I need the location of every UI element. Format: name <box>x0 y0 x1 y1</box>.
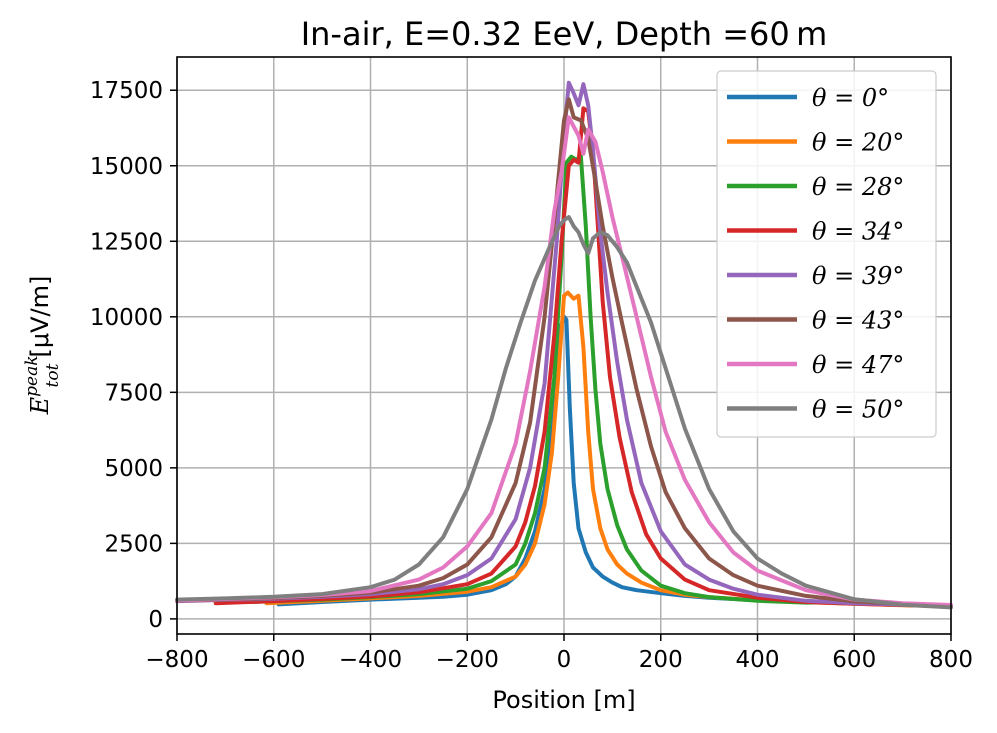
y-tick-label: 10000 <box>90 305 163 331</box>
x-tick-label: −200 <box>436 647 499 673</box>
y-tick-label: 17500 <box>90 78 163 104</box>
y-tick-label: 2500 <box>104 531 163 557</box>
legend-label-0: θ = 0° <box>812 84 889 112</box>
series-line-3 <box>213 106 953 609</box>
legend-label-5: θ = 43° <box>812 307 904 335</box>
y-tick-label: 5000 <box>104 456 163 482</box>
x-tick-label: 600 <box>832 647 876 673</box>
legend-label-7: θ = 50° <box>812 396 904 424</box>
series-lines <box>175 80 953 610</box>
y-tick-label: 12500 <box>90 229 163 255</box>
legend-label-1: θ = 20° <box>812 129 904 157</box>
series-line-4 <box>175 80 953 608</box>
svg-text:Epeaktot[μV/m]: Epeaktot[μV/m] <box>22 276 63 416</box>
x-tick-label: 800 <box>929 647 973 673</box>
legend-label-3: θ = 34° <box>812 218 904 246</box>
legend-label-4: θ = 39° <box>812 262 904 290</box>
series-line-2 <box>247 154 953 608</box>
y-axis: 0 2500 5000 7500 10000 12500 15000 17500 <box>90 78 177 633</box>
x-tick-label: 200 <box>639 647 683 673</box>
y-tick-label: 15000 <box>90 154 163 180</box>
x-tick-label: 0 <box>557 647 572 673</box>
x-tick-label: −600 <box>242 647 305 673</box>
series-line-5 <box>175 97 953 608</box>
chart-title: In-air, E=0.32 EeV, Depth =60 m <box>301 15 828 53</box>
y-tick-label: 0 <box>148 607 163 633</box>
x-axis: −800 −600 −400 −200 0 200 400 600 800 <box>145 634 973 673</box>
series-line-6 <box>175 115 953 607</box>
y-axis-label: Epeaktot[μV/m] <box>22 276 63 416</box>
legend-frame <box>716 70 937 438</box>
x-tick-label: 400 <box>736 647 780 673</box>
x-axis-label: Position [m] <box>492 686 635 714</box>
legend: θ = 0° θ = 20° θ = 28° θ = 34° θ = 39° θ = 43… <box>716 70 937 438</box>
x-tick-label: −800 <box>145 647 208 673</box>
legend-label-2: θ = 28° <box>812 173 904 201</box>
series-line-7 <box>175 215 953 610</box>
x-tick-label: −400 <box>339 647 402 673</box>
legend-label-6: θ = 47° <box>812 351 904 379</box>
y-tick-label: 7500 <box>104 380 163 406</box>
